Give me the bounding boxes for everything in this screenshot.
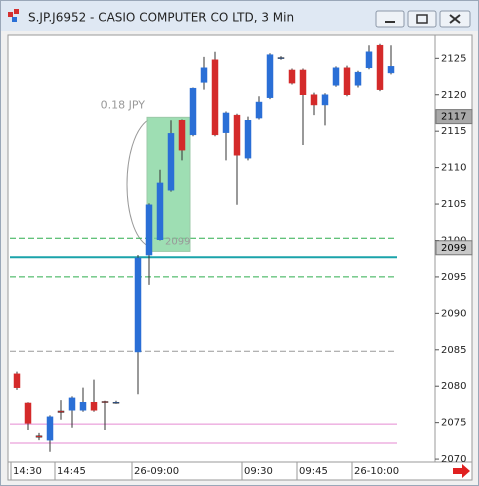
measure-end-label: 2099 [165, 236, 190, 247]
y-tick-label: 2095 [441, 272, 466, 283]
price-tag-box [435, 109, 473, 125]
price-tag-label: 2117 [441, 112, 466, 123]
candle-body [343, 67, 351, 96]
candle-body [90, 401, 98, 411]
maximize-button[interactable] [407, 10, 437, 28]
candle-body [13, 373, 21, 388]
app-icon [8, 9, 19, 22]
candle-body [321, 94, 329, 106]
candle-body [68, 397, 76, 411]
candle-body [167, 133, 175, 191]
candle-body [365, 51, 373, 69]
y-tick-label: 2070 [441, 454, 466, 465]
candle-body [24, 402, 32, 424]
candle-body [288, 69, 296, 84]
candle-body [200, 67, 208, 83]
x-tick-label: 26-10:00 [354, 466, 399, 477]
candle-body [266, 54, 274, 98]
candle-body [310, 94, 318, 106]
plot-area [7, 34, 436, 463]
candle-body [233, 114, 241, 156]
candle-body [156, 182, 164, 241]
measure-label: 0.18 JPY [101, 98, 146, 111]
x-axis-area [7, 461, 473, 481]
x-tick-label: 26-09:00 [134, 466, 179, 477]
candle-body [112, 401, 120, 404]
candle-body [277, 57, 285, 59]
y-tick-label: 2125 [441, 53, 466, 64]
y-tick-label: 2080 [441, 381, 466, 392]
candle-body [332, 67, 340, 86]
candle-body [255, 101, 263, 119]
close-button[interactable] [439, 10, 471, 28]
price-tag-box [435, 240, 473, 256]
candle-body [178, 120, 186, 151]
x-tick-label: 14:30 [13, 466, 42, 477]
y-tick-label: 2110 [441, 163, 466, 174]
scroll-arrow[interactable] [453, 464, 470, 478]
candle-body [46, 416, 54, 441]
candle-body [222, 112, 230, 133]
candle-body [354, 71, 362, 86]
x-tick-label: 09:45 [299, 466, 328, 477]
chart-layer: 2070207520802085209020952100210521102115… [10, 43, 473, 480]
y-tick-label: 2120 [441, 90, 466, 101]
candle-body [35, 435, 43, 438]
x-tick-label: 14:45 [57, 466, 86, 477]
candle-body [145, 204, 153, 256]
y-tick-label: 2105 [441, 199, 466, 210]
minimize-button[interactable] [375, 10, 405, 28]
y-tick-label: 2090 [441, 308, 466, 319]
candle-body [376, 44, 384, 90]
candle-body [211, 59, 219, 136]
candle-body [244, 120, 252, 159]
candle-body [189, 87, 197, 136]
candle-body [57, 410, 65, 413]
candle-body [299, 69, 307, 96]
y-tick-label: 2115 [441, 126, 466, 137]
y-tick-label: 2075 [441, 418, 466, 429]
candle-body [101, 401, 109, 403]
candle-body [387, 66, 395, 74]
window-title: S.JP.J6952 - CASIO COMPUTER CO LTD, 3 Mi… [28, 11, 294, 25]
candle-body [134, 257, 142, 353]
x-tick-label: 09:30 [244, 466, 273, 477]
price-tag-label: 2099 [441, 243, 466, 254]
candle-body [79, 401, 87, 411]
y-tick-label: 2085 [441, 345, 466, 356]
measure-arc [126, 119, 149, 247]
